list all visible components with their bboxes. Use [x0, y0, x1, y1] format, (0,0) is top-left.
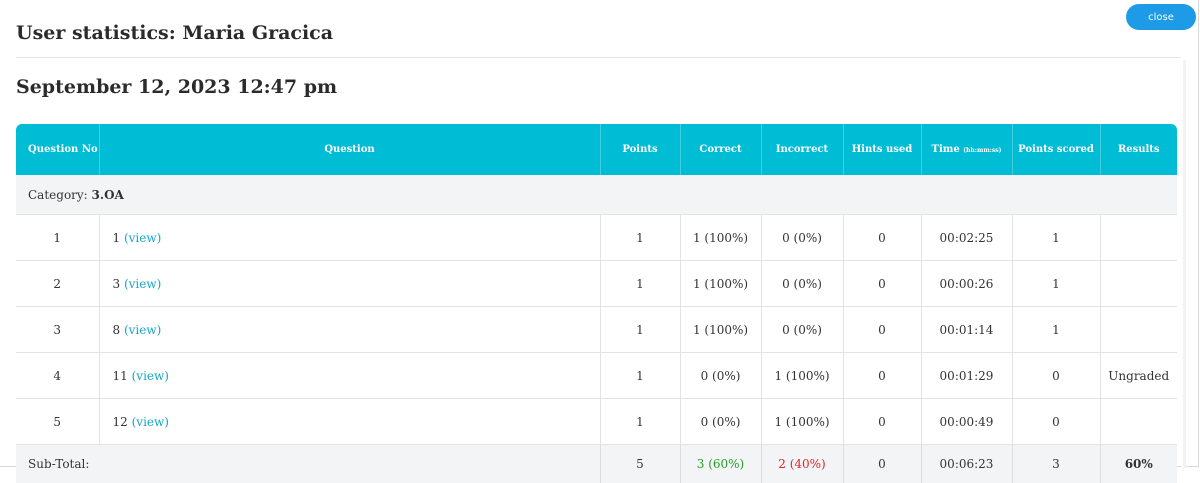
col-time-unit: (hh:mm:ss) [963, 147, 1001, 154]
subtotal-result: 60% [1100, 445, 1177, 483]
col-question: Question [99, 124, 600, 175]
table-header-row: Question No Question Points Correct Inco… [16, 124, 1177, 175]
cell-correct: 0 (0%) [680, 353, 761, 399]
category-row: Category: 3.OA [16, 175, 1177, 215]
view-question-link[interactable]: (view) [124, 323, 161, 337]
cell-hints-used: 0 [843, 307, 921, 353]
cell-question-no: 3 [16, 307, 99, 353]
cell-result [1100, 307, 1177, 353]
cell-correct: 0 (0%) [680, 399, 761, 445]
scrollbar-thumb[interactable] [1183, 60, 1186, 468]
category-value: 3.OA [92, 188, 124, 202]
cell-points-scored: 0 [1012, 353, 1100, 399]
cell-hints-used: 0 [843, 399, 921, 445]
cell-time: 00:01:29 [921, 353, 1012, 399]
cell-points: 1 [600, 261, 680, 307]
question-id: 12 [113, 415, 128, 429]
cell-hints-used: 0 [843, 353, 921, 399]
cell-question-no: 4 [16, 353, 99, 399]
subtotal-correct: 3 (60%) [680, 445, 761, 483]
statistics-table-container: Question No Question Points Correct Inco… [16, 124, 1177, 483]
cell-result: Ungraded [1100, 353, 1177, 399]
cell-result [1100, 399, 1177, 445]
cell-points: 1 [600, 307, 680, 353]
cell-points: 1 [600, 215, 680, 261]
view-question-link[interactable]: (view) [132, 369, 169, 383]
cell-question: 1 (view) [99, 215, 600, 261]
close-button[interactable]: close [1126, 4, 1196, 30]
cell-points-scored: 0 [1012, 399, 1100, 445]
col-correct: Correct [680, 124, 761, 175]
cell-correct: 1 (100%) [680, 307, 761, 353]
cell-result [1100, 261, 1177, 307]
subtotal-label: Sub-Total: [16, 445, 600, 483]
col-time: Time (hh:mm:ss) [921, 124, 1012, 175]
cell-hints-used: 0 [843, 261, 921, 307]
cell-question-no: 1 [16, 215, 99, 261]
cell-correct: 1 (100%) [680, 215, 761, 261]
cell-question: 3 (view) [99, 261, 600, 307]
view-question-link[interactable]: (view) [124, 231, 161, 245]
col-incorrect: Incorrect [761, 124, 843, 175]
col-hints-used: Hints used [843, 124, 921, 175]
question-id: 3 [113, 277, 121, 291]
col-question-no: Question No [16, 124, 99, 175]
subtotal-points-scored: 3 [1012, 445, 1100, 483]
view-question-link[interactable]: (view) [132, 415, 169, 429]
category-cell: Category: 3.OA [16, 175, 1177, 215]
cell-question: 12 (view) [99, 399, 600, 445]
question-id: 1 [113, 231, 121, 245]
cell-incorrect: 0 (0%) [761, 261, 843, 307]
col-results: Results [1100, 124, 1177, 175]
cell-correct: 1 (100%) [680, 261, 761, 307]
col-points: Points [600, 124, 680, 175]
cell-time: 00:00:49 [921, 399, 1012, 445]
cell-result [1100, 215, 1177, 261]
cell-points: 1 [600, 353, 680, 399]
category-label: Category: [28, 188, 92, 202]
cell-hints-used: 0 [843, 215, 921, 261]
statistics-table: Question No Question Points Correct Inco… [16, 124, 1177, 483]
cell-question: 8 (view) [99, 307, 600, 353]
cell-incorrect: 1 (100%) [761, 399, 843, 445]
cell-incorrect: 0 (0%) [761, 307, 843, 353]
question-id: 8 [113, 323, 121, 337]
cell-incorrect: 0 (0%) [761, 215, 843, 261]
cell-time: 00:01:14 [921, 307, 1012, 353]
col-points-scored: Points scored [1012, 124, 1100, 175]
view-question-link[interactable]: (view) [124, 277, 161, 291]
cell-question: 11 (view) [99, 353, 600, 399]
cell-time: 00:00:26 [921, 261, 1012, 307]
subtotal-hints: 0 [843, 445, 921, 483]
col-time-label: Time [932, 144, 960, 155]
question-id: 11 [113, 369, 128, 383]
cell-points-scored: 1 [1012, 261, 1100, 307]
subtotal-points: 5 [600, 445, 680, 483]
cell-points-scored: 1 [1012, 215, 1100, 261]
cell-time: 00:02:25 [921, 215, 1012, 261]
divider [16, 57, 1185, 58]
cell-question-no: 5 [16, 399, 99, 445]
subtotal-incorrect: 2 (40%) [761, 445, 843, 483]
cell-question-no: 2 [16, 261, 99, 307]
page-title: User statistics: Maria Gracica [16, 22, 333, 44]
subtotal-time: 00:06:23 [921, 445, 1012, 483]
cell-points-scored: 1 [1012, 307, 1100, 353]
cell-points: 1 [600, 399, 680, 445]
session-date: September 12, 2023 12:47 pm [16, 76, 337, 98]
cell-incorrect: 1 (100%) [761, 353, 843, 399]
